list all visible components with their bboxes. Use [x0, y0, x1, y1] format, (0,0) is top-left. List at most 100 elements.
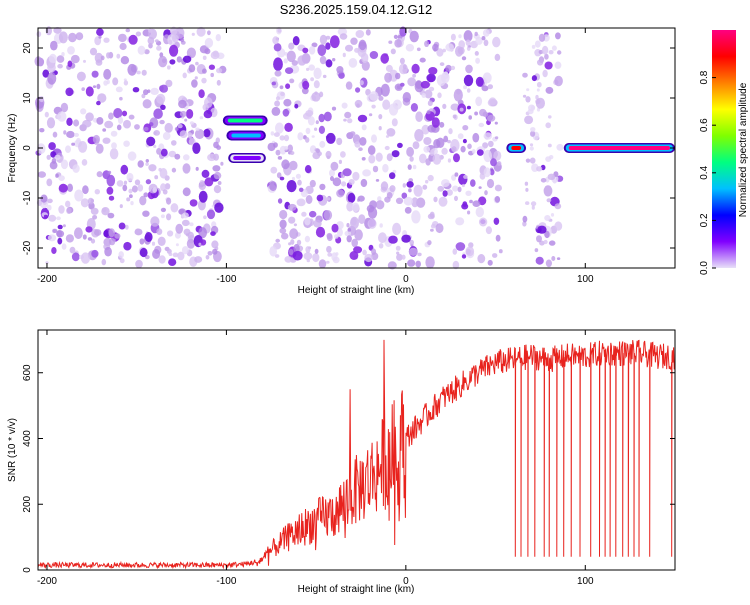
noise-blob [66, 207, 72, 214]
noise-blob [452, 185, 459, 192]
noise-blob [188, 64, 196, 73]
colorbar-tick-label: 0.4 [699, 165, 710, 179]
noise-blob [74, 227, 83, 239]
noise-blob [309, 145, 317, 154]
noise-blob [429, 149, 435, 156]
noise-blob [439, 62, 445, 66]
noise-blob [474, 111, 478, 116]
noise-blob [159, 168, 168, 179]
noise-blob [102, 137, 111, 144]
noise-blob [311, 92, 321, 102]
noise-blob [467, 210, 471, 215]
noise-blob [547, 173, 556, 180]
noise-blob [447, 139, 451, 144]
y-tick-label: 600 [22, 364, 33, 381]
noise-blob [307, 116, 315, 126]
noise-blob [390, 48, 396, 55]
noise-blob [481, 36, 486, 41]
y-tick-label: -20 [22, 240, 33, 255]
noise-blob [397, 142, 403, 148]
noise-blob [107, 170, 112, 175]
noise-blob [100, 55, 105, 61]
noise-blob [304, 235, 310, 243]
noise-blob [206, 209, 216, 220]
noise-blob [71, 252, 80, 262]
noise-blob [58, 205, 65, 214]
noise-blob [107, 212, 115, 219]
noise-blob [165, 79, 173, 88]
noise-blob [455, 217, 465, 226]
noise-blob [386, 192, 393, 199]
noise-blob [277, 156, 283, 160]
noise-blob [56, 55, 65, 63]
noise-blob [288, 242, 292, 246]
noise-blob [56, 230, 65, 238]
noise-blob [37, 171, 47, 178]
noise-blob [134, 228, 141, 235]
noise-blob [329, 35, 340, 49]
noise-blob [425, 179, 429, 184]
noise-blob [421, 124, 430, 135]
noise-blob [411, 210, 421, 224]
noise-blob [336, 228, 343, 237]
noise-blob [175, 243, 179, 247]
noise-blob [118, 251, 124, 259]
noise-blob [475, 76, 484, 87]
noise-blob [463, 30, 473, 42]
noise-blob [103, 37, 110, 43]
noise-blob [476, 149, 484, 156]
noise-blob [91, 249, 99, 258]
noise-blob [279, 176, 285, 181]
noise-blob [330, 161, 339, 171]
noise-blob [118, 222, 126, 230]
noise-blob [556, 257, 561, 260]
noise-blob [487, 140, 494, 148]
noise-blob [58, 175, 65, 182]
noise-blob [405, 43, 415, 52]
noise-blob [432, 153, 442, 165]
noise-blob [404, 206, 412, 214]
noise-blob [391, 118, 398, 127]
noise-blob [287, 203, 297, 211]
noise-blob [331, 106, 337, 111]
noise-blob [478, 217, 488, 227]
noise-blob [371, 248, 377, 255]
noise-blob [493, 217, 500, 225]
noise-blob [326, 245, 332, 253]
noise-blob [304, 165, 312, 174]
noise-blob [78, 141, 88, 153]
noise-blob [181, 212, 189, 219]
noise-blob [545, 122, 551, 129]
noise-blob [349, 251, 359, 260]
noise-blob [424, 89, 433, 99]
noise-blob [537, 59, 544, 66]
noise-blob [452, 260, 460, 270]
noise-blob [89, 47, 98, 56]
noise-blob [348, 179, 355, 185]
noise-blob [46, 178, 53, 187]
noise-blob [160, 148, 168, 157]
noise-blob [116, 53, 121, 59]
noise-blob [359, 80, 364, 86]
noise-blob [545, 259, 553, 268]
noise-blob [531, 75, 538, 82]
noise-blob [296, 198, 306, 207]
noise-blob [361, 60, 370, 71]
noise-blob [108, 228, 115, 238]
noise-blob [179, 110, 187, 118]
noise-blob [130, 201, 134, 206]
noise-blob [198, 227, 207, 239]
noise-blob [496, 161, 502, 166]
noise-blob [466, 88, 471, 93]
noise-blob [172, 252, 179, 258]
noise-blob [55, 173, 59, 178]
noise-blob [191, 32, 195, 36]
signal-track-core [568, 146, 670, 150]
noise-blob [371, 134, 377, 143]
chart-title: S236.2025.159.04.12.G12 [280, 2, 433, 17]
noise-blob [204, 177, 214, 187]
noise-blob [543, 239, 548, 245]
noise-blob [194, 256, 203, 263]
noise-blob [441, 147, 448, 155]
